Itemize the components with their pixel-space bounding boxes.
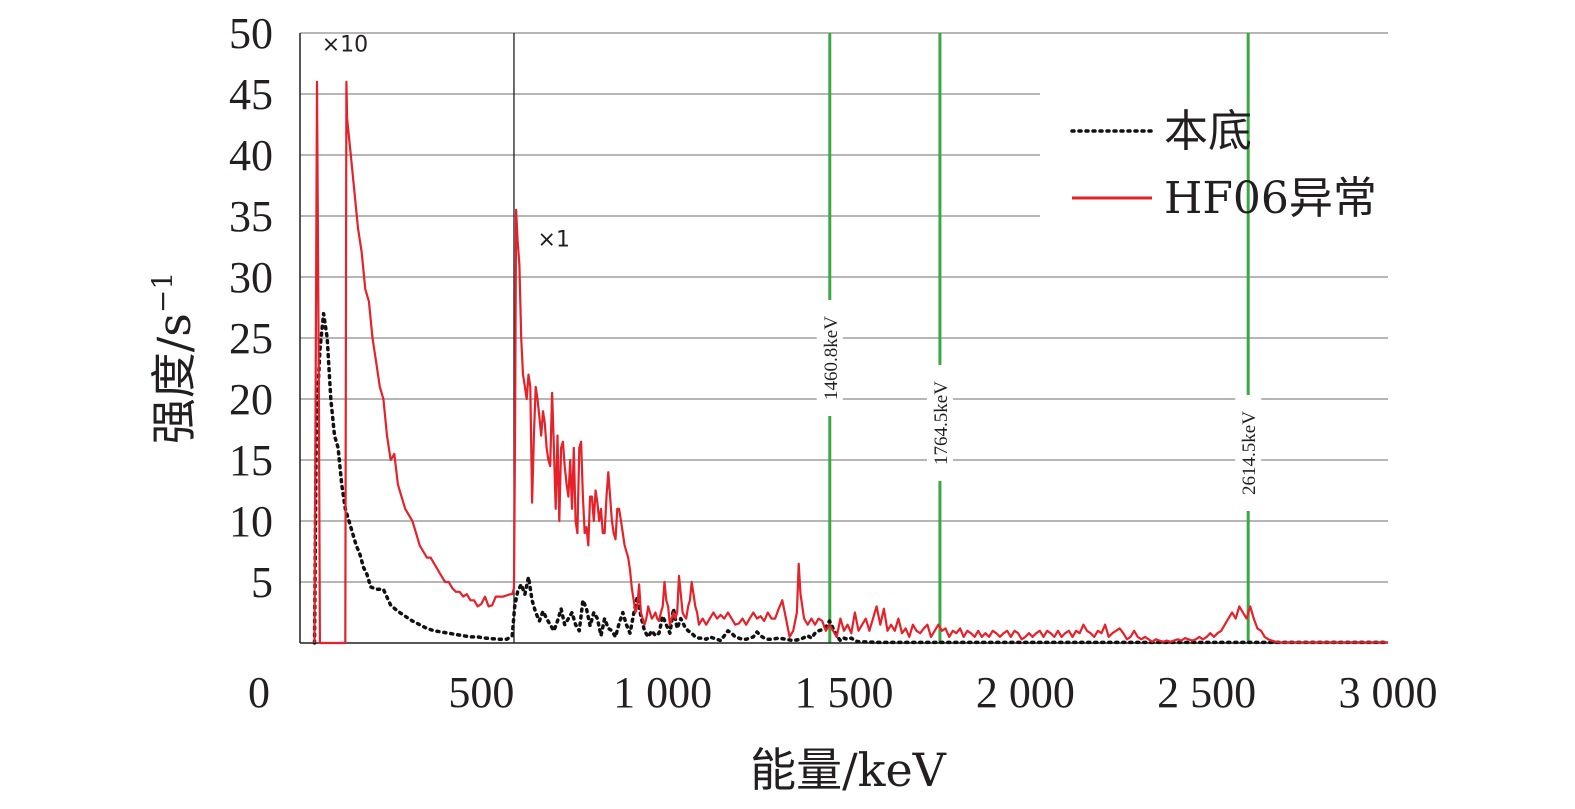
reference-label-0: 1460.8keV (821, 316, 842, 400)
y-tick-label-0: 5 (251, 558, 273, 607)
y-axis-title: 强度/s−1 (146, 272, 201, 444)
series-line-0 (312, 311, 1390, 645)
x-tick-label-1: 500 (448, 668, 514, 717)
grid-layer (300, 32, 1388, 583)
y-tick-label-6: 35 (229, 192, 273, 241)
reference-label-bg-2 (1235, 395, 1262, 511)
reference-label-1: 1764.5keV (931, 381, 952, 465)
y-tick-label-1: 10 (229, 497, 273, 546)
reference-label-group-0: 1460.8keV (821, 316, 842, 400)
x-tick-label-5: 2 500 (1157, 668, 1256, 717)
y-tick-label-9: 50 (229, 9, 273, 58)
reference-label-group-1: 1764.5keV (931, 381, 952, 465)
reference-label-group-2: 2614.5keV (1239, 411, 1260, 495)
reference-label-2: 2614.5keV (1239, 411, 1260, 495)
x-tick-label-0: 0 (248, 668, 270, 717)
y-axis-title-superscript: −1 (146, 272, 179, 313)
x-tick-label-3: 1 500 (795, 668, 894, 717)
series-layer (312, 80, 1390, 645)
y-axis-title-main: 强度/s (147, 313, 201, 444)
legend-label-hf06: HF06异常 (1164, 173, 1377, 224)
series-line-1 (313, 80, 1388, 645)
y-tick-label-4: 25 (229, 314, 273, 363)
x-tick-label-4: 2 000 (976, 668, 1075, 717)
reference-label-bg-1 (926, 365, 953, 481)
legend: 本底 HF06异常 (1070, 106, 1377, 224)
x-tick-label-6: 3 000 (1339, 668, 1438, 717)
reference-label-bg-0 (816, 300, 843, 416)
reference-lines-layer (513, 33, 1250, 643)
x-tick-label-2: 1 000 (613, 668, 712, 717)
x-axis-title: 能量/keV (750, 743, 947, 797)
y-axis-title-group: 强度/s−1 (146, 272, 201, 444)
multiplier-label-0: ×10 (322, 32, 368, 57)
y-tick-label-5: 30 (229, 253, 273, 302)
y-tick-label-2: 15 (229, 436, 273, 485)
legend-label-background: 本底 (1164, 106, 1252, 157)
label-layer: 1460.8keV 1764.5keV 2614.5keV ×10 ×1 (322, 32, 1262, 511)
y-tick-label-3: 20 (229, 375, 273, 424)
y-tick-label-8: 45 (229, 70, 273, 119)
y-tick-label-7: 40 (229, 131, 273, 180)
multiplier-label-1: ×1 (538, 228, 570, 253)
